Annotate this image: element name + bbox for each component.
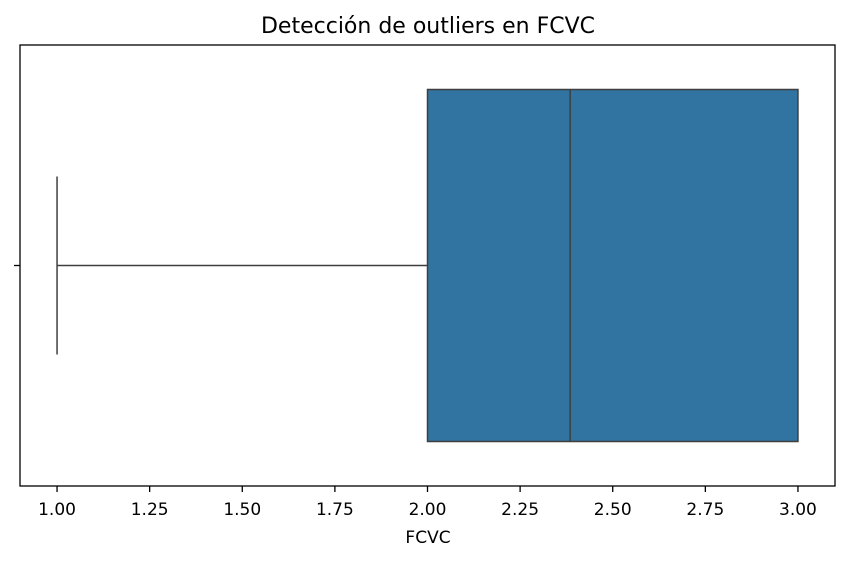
x-axis-label: FCVC <box>405 528 450 548</box>
box-plot <box>56 88 799 443</box>
x-tick-label: 2.75 <box>686 500 724 520</box>
x-tick-label: 3.00 <box>779 500 817 520</box>
chart-title: Detección de outliers en FCVC <box>261 14 595 39</box>
x-tick-label: 2.00 <box>409 500 447 520</box>
x-tick-label: 1.25 <box>131 500 169 520</box>
x-tick-label: 2.50 <box>594 500 632 520</box>
x-tick-label: 1.50 <box>223 500 261 520</box>
x-tick-label: 2.25 <box>501 500 539 520</box>
x-tick-label: 1.00 <box>38 500 76 520</box>
x-tick-label: 1.75 <box>316 500 354 520</box>
iqr-box <box>426 88 799 443</box>
x-axis-ticks: 1.00 1.25 1.50 1.75 2.00 2.25 2.50 2.75 3.00 <box>38 486 817 520</box>
plot-area: 1.00 1.25 1.50 1.75 2.00 2.25 2.50 2.75 3.00 <box>14 44 836 520</box>
